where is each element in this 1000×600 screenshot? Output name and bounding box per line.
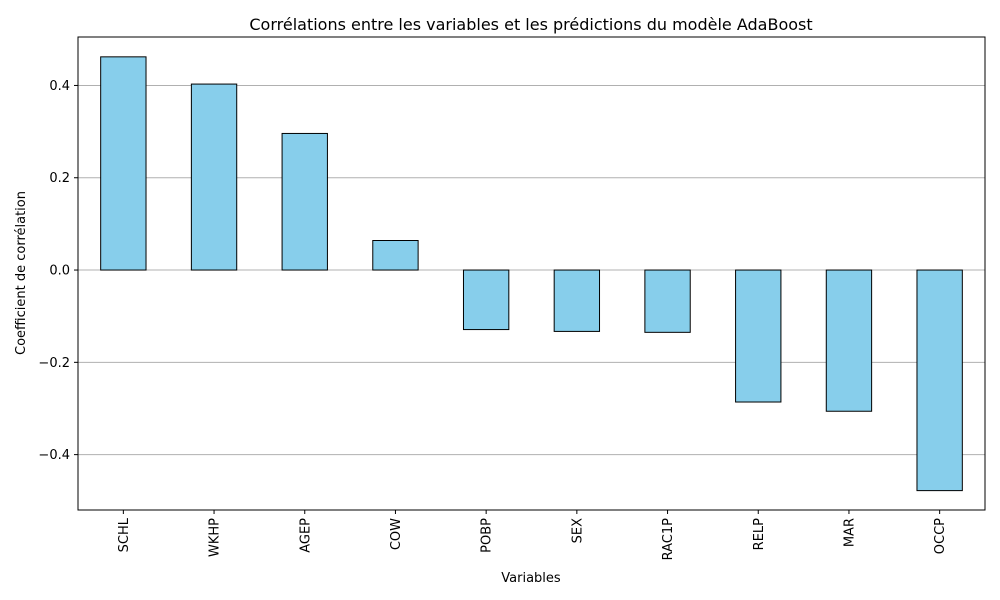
bar-pobp — [462, 269, 510, 331]
bar-rac1p — [644, 269, 691, 333]
y-tick-label: 0.4 — [49, 79, 70, 94]
y-tick-label: 0.0 — [49, 264, 70, 279]
bar-relp — [735, 269, 782, 403]
bar-schl — [100, 56, 147, 271]
x-tick-label: OCCP — [933, 518, 948, 554]
x-tick-label: MAR — [842, 518, 857, 547]
x-axis-ticks: SCHL WKHP AGEP COW POBP SEX RAC1P RELP MAR OCCP — [117, 510, 948, 560]
bar-sex — [553, 269, 601, 332]
x-axis-label: Variables — [501, 571, 561, 586]
x-tick-label: RAC1P — [661, 518, 676, 561]
y-tick-label: 0.2 — [49, 171, 70, 186]
x-tick-label: COW — [389, 518, 404, 550]
x-tick-label: RELP — [752, 518, 767, 550]
bars — [100, 56, 963, 492]
bar-cow — [372, 240, 419, 271]
x-tick-label: AGEP — [298, 518, 313, 553]
x-tick-label: WKHP — [208, 518, 223, 557]
bar-wkhp — [190, 83, 238, 271]
x-tick-label: SCHL — [117, 517, 132, 552]
bar-agep — [281, 132, 328, 271]
y-axis-ticks: −0.4 −0.2 0.0 0.2 0.4 — [38, 79, 78, 463]
chart-title: Corrélations entre les variables et les … — [249, 15, 812, 34]
bar-mar — [825, 269, 873, 412]
x-tick-label: POBP — [480, 518, 495, 553]
y-axis-label: Coefficient de corrélation — [14, 191, 29, 355]
y-tick-label: −0.2 — [38, 356, 70, 371]
x-tick-label: SEX — [570, 518, 585, 543]
y-tick-label: −0.4 — [38, 448, 70, 463]
bar-occp — [916, 269, 963, 492]
plot-frame — [77, 36, 986, 511]
